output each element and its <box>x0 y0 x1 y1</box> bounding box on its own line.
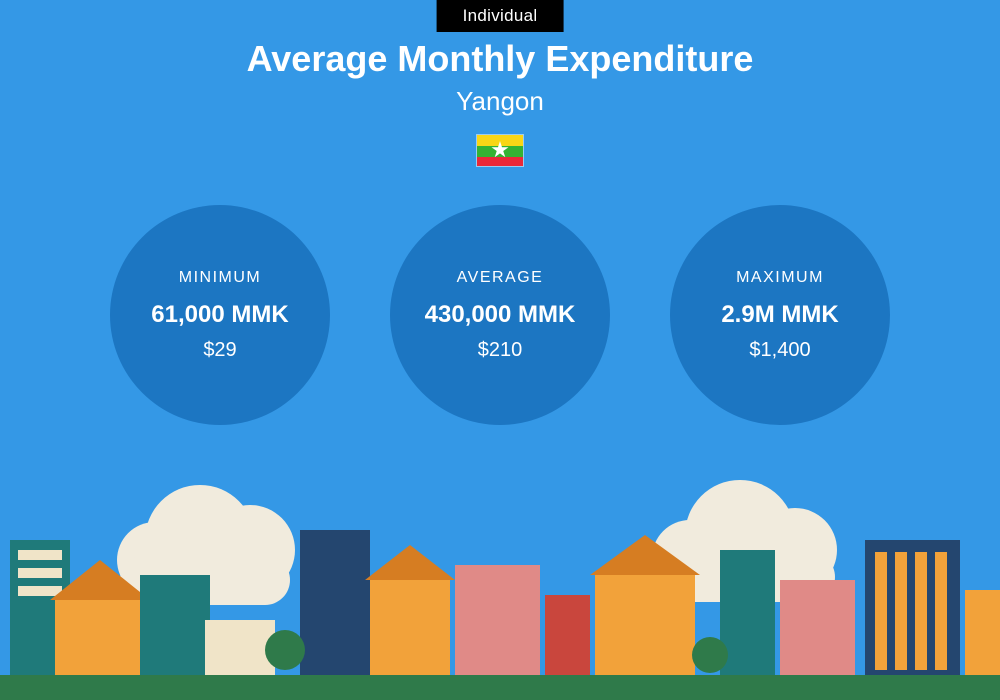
stat-circle-maximum: MAXIMUM 2.9M MMK $1,400 <box>670 205 890 425</box>
myanmar-flag-icon: ★ <box>476 134 524 167</box>
page-subtitle: Yangon <box>0 86 1000 117</box>
stat-circles-row: MINIMUM 61,000 MMK $29 AVERAGE 430,000 M… <box>0 205 1000 425</box>
stat-usd: $1,400 <box>749 339 810 362</box>
stat-usd: $210 <box>478 339 523 362</box>
category-badge: Individual <box>437 0 564 32</box>
stat-value: 61,000 MMK <box>151 301 288 329</box>
stat-usd: $29 <box>203 339 236 362</box>
flag-star-icon: ★ <box>490 138 510 160</box>
cityscape-illustration <box>0 480 1000 700</box>
stat-label: AVERAGE <box>457 269 544 287</box>
page-title: Average Monthly Expenditure <box>0 38 1000 80</box>
stat-circle-minimum: MINIMUM 61,000 MMK $29 <box>110 205 330 425</box>
infographic-root: Individual Average Monthly Expenditure Y… <box>0 0 1000 700</box>
stat-label: MAXIMUM <box>736 269 824 287</box>
stat-circle-average: AVERAGE 430,000 MMK $210 <box>390 205 610 425</box>
stat-value: 430,000 MMK <box>425 301 576 329</box>
stat-label: MINIMUM <box>179 269 261 287</box>
stat-value: 2.9M MMK <box>721 301 838 329</box>
